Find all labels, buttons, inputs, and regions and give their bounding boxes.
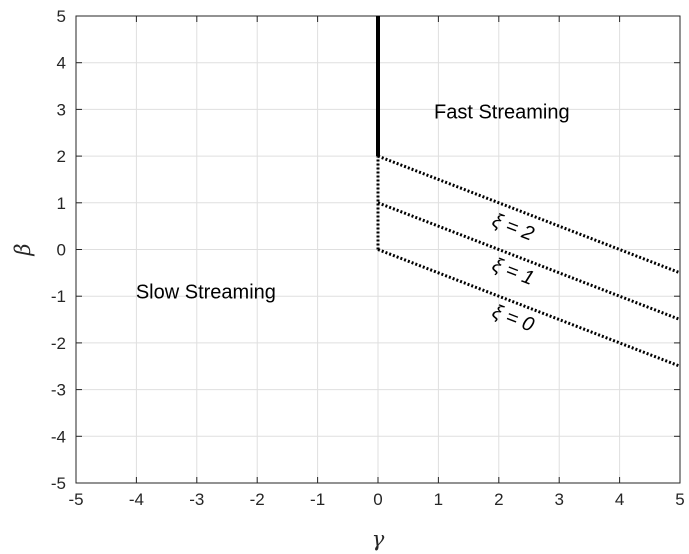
series-line-2 bbox=[377, 154, 681, 275]
y-tick-label: -5 bbox=[51, 474, 66, 493]
series-line-3 bbox=[377, 201, 681, 321]
x-tick-label: 4 bbox=[615, 490, 624, 509]
y-tick-label: 0 bbox=[57, 241, 66, 260]
y-tick-label: 1 bbox=[57, 194, 66, 213]
y-tick-label: 4 bbox=[57, 54, 66, 73]
x-tick-label: 2 bbox=[494, 490, 503, 509]
x-tick-label: -3 bbox=[189, 490, 204, 509]
x-tick-label: -1 bbox=[310, 490, 325, 509]
y-tick-label: 5 bbox=[57, 7, 66, 26]
region-label: Slow Streaming bbox=[136, 282, 276, 304]
y-tick-label: -2 bbox=[51, 334, 66, 353]
x-tick-label: 3 bbox=[554, 490, 563, 509]
y-tick-label: 3 bbox=[57, 100, 66, 119]
y-axis-label: β bbox=[11, 243, 35, 256]
x-tick-label: -5 bbox=[68, 490, 83, 509]
y-tick-label: -4 bbox=[51, 427, 66, 446]
x-tick-label: 1 bbox=[434, 490, 443, 509]
y-tick-label: -1 bbox=[51, 287, 66, 306]
x-axis-label: γ bbox=[372, 527, 385, 551]
x-tick-label: -2 bbox=[250, 490, 265, 509]
y-tick-label: 2 bbox=[57, 147, 66, 166]
x-tick-label: -4 bbox=[129, 490, 144, 509]
series-line-4 bbox=[377, 248, 681, 368]
x-tick-label: 5 bbox=[675, 490, 684, 509]
region-label: Fast Streaming bbox=[434, 102, 570, 124]
y-tick-label: -3 bbox=[51, 381, 66, 400]
x-tick-label: 0 bbox=[373, 490, 382, 509]
